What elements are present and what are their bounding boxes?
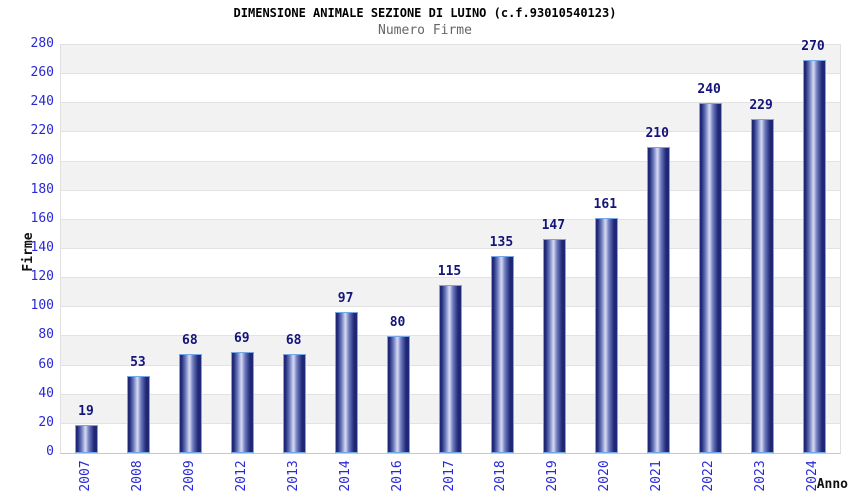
y-tick-label: 240	[30, 94, 54, 110]
x-tick-label: 2007	[77, 460, 93, 492]
grid-band	[61, 103, 840, 133]
bar-value-label: 240	[697, 82, 721, 98]
x-tick-label: 2021	[649, 460, 665, 492]
bar-value-label: 135	[489, 235, 514, 251]
bar-value-label: 210	[645, 126, 669, 141]
grid-band	[61, 132, 840, 162]
bar	[335, 311, 359, 453]
x-tick-label: 2013	[285, 460, 301, 492]
bar	[698, 103, 722, 453]
bar	[75, 425, 99, 453]
bar-value-label: 69	[233, 331, 250, 347]
x-tick-label: 2022	[701, 460, 717, 492]
y-tick-label: 40	[38, 385, 54, 401]
bar-value-label: 270	[801, 38, 825, 54]
bar	[127, 375, 151, 453]
x-axis-title: Anno	[816, 477, 848, 492]
y-tick-label: 80	[38, 327, 54, 343]
bar	[231, 352, 255, 453]
x-tick-label: 2019	[545, 460, 561, 492]
bar	[750, 119, 774, 453]
bar-value-label: 97	[337, 290, 354, 306]
bar-value-label: 229	[749, 98, 773, 114]
y-tick-label: 0	[46, 444, 54, 459]
bar	[646, 147, 670, 453]
y-tick-label: 220	[30, 123, 54, 139]
x-tick-label: 2008	[129, 460, 145, 492]
grid-band	[61, 74, 840, 104]
bar-value-label: 161	[593, 197, 618, 213]
grid-band	[61, 161, 840, 191]
bar-value-label: 147	[541, 217, 566, 233]
x-tick-label: 2023	[753, 460, 769, 492]
y-tick-label: 100	[30, 298, 54, 314]
bar	[542, 238, 566, 453]
bar	[594, 218, 618, 453]
x-tick-label: 2016	[389, 460, 405, 492]
bar-value-label: 68	[285, 332, 302, 348]
bar	[439, 285, 462, 453]
bar-value-label: 115	[437, 264, 462, 280]
bar	[283, 353, 307, 453]
y-tick-label: 60	[38, 356, 54, 372]
y-tick-label: 200	[30, 152, 54, 168]
y-tick-label: 120	[30, 269, 54, 285]
x-tick-label: 2020	[597, 460, 613, 492]
y-tick-label: 180	[30, 181, 54, 197]
bar-value-label: 53	[130, 354, 146, 370]
bar-value-label: 80	[389, 315, 406, 331]
bar-value-label: 19	[78, 404, 94, 420]
x-tick-label: 2017	[441, 460, 457, 492]
y-tick-label: 280	[30, 36, 54, 51]
bar	[490, 256, 514, 453]
grid-band	[61, 219, 840, 249]
x-tick-label: 2012	[233, 460, 249, 492]
plot-area	[60, 44, 841, 454]
y-tick-label: 140	[30, 240, 54, 255]
y-tick-label: 160	[30, 210, 54, 226]
x-tick-label: 2009	[181, 460, 197, 492]
bar	[179, 353, 203, 453]
x-tick-label: 2014	[337, 460, 353, 492]
y-tick-label: 260	[30, 65, 54, 81]
grid-band	[61, 45, 840, 75]
bar	[387, 336, 411, 453]
bar-value-label: 68	[182, 332, 198, 348]
bar	[802, 59, 826, 453]
y-tick-label: 20	[38, 414, 54, 430]
x-tick-label: 2018	[493, 460, 509, 492]
grid-band	[61, 190, 840, 220]
chart-subtitle: Numero Firme	[378, 23, 472, 38]
chart-title: DIMENSIONE ANIMALE SEZIONE DI LUINO (c.f…	[233, 6, 617, 20]
